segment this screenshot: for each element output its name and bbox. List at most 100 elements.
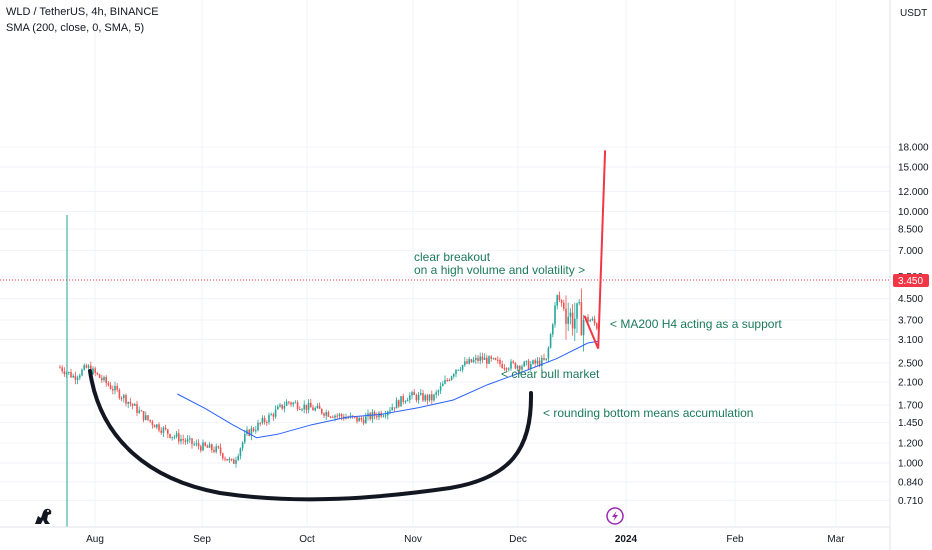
candle-body	[565, 308, 567, 324]
candle-body	[140, 410, 143, 412]
candle-body	[497, 359, 499, 361]
candle-body	[131, 403, 134, 406]
candle-body	[428, 394, 431, 401]
candle-body	[175, 433, 178, 437]
y-tick-label: 4.500	[898, 294, 923, 305]
candle-body	[541, 357, 543, 367]
candle-body	[171, 436, 173, 438]
candle-body	[237, 456, 239, 460]
candle-body	[83, 365, 85, 370]
candle-body	[151, 421, 154, 426]
candle-body	[96, 372, 99, 375]
candle-body	[318, 405, 321, 409]
annotation-breakout-line1: clear breakout	[414, 250, 491, 264]
candle-body	[543, 357, 545, 360]
candle-body	[422, 393, 424, 401]
candle-body	[356, 416, 358, 422]
candle-body	[195, 443, 198, 445]
candle-body	[74, 375, 77, 380]
candle-body	[87, 365, 90, 368]
candle-body	[76, 377, 79, 380]
candle-body	[417, 394, 420, 401]
candle-body	[556, 295, 558, 306]
candle-body	[332, 416, 334, 418]
candle-body	[92, 368, 94, 374]
y-tick-label: 1.700	[898, 401, 923, 412]
candle-body	[290, 402, 292, 405]
candle-body	[149, 419, 151, 422]
candle-body	[477, 357, 479, 361]
candle-body	[409, 395, 411, 401]
candle-body	[288, 401, 290, 403]
candle-body	[580, 302, 583, 336]
lightning-event-icon[interactable]	[606, 507, 624, 525]
candle-body	[389, 410, 391, 412]
candle-body	[215, 446, 217, 452]
candle-body	[184, 440, 187, 442]
candle-body	[301, 409, 303, 411]
candle-body	[193, 444, 195, 446]
candle-body	[373, 412, 376, 416]
candle-body	[596, 323, 598, 329]
candle-body	[268, 414, 270, 423]
candle-body	[549, 334, 552, 348]
y-tick-label: 18.000	[898, 143, 929, 154]
candle-body	[125, 395, 127, 404]
candle-body	[178, 433, 180, 442]
candle-body	[395, 400, 398, 409]
candle-body	[283, 405, 286, 409]
candle-body	[325, 412, 327, 416]
candle-body	[321, 408, 323, 414]
candle-body	[180, 438, 182, 442]
candle-body	[499, 360, 501, 364]
candle-body	[63, 371, 66, 375]
candle-body	[393, 407, 396, 409]
candle-body	[530, 363, 532, 369]
candle-body	[162, 427, 165, 433]
candle-body	[98, 374, 101, 378]
candle-body	[411, 392, 413, 396]
candle-body	[525, 360, 528, 362]
candle-body	[239, 448, 242, 457]
candle-body	[107, 383, 110, 386]
candle-body	[222, 453, 224, 459]
candle-body	[587, 316, 589, 322]
candle-body	[589, 319, 591, 322]
candle-body	[534, 360, 536, 364]
time-axis[interactable]: Aug Sep Oct Nov Dec 2024 Feb Mar	[86, 534, 845, 545]
candle-body	[523, 361, 525, 367]
candle-body	[554, 305, 556, 325]
candle-body	[490, 356, 492, 359]
price-axis[interactable]: 18.00015.00012.00010.0008.5007.0005.5004…	[898, 143, 929, 507]
candle-body	[112, 388, 114, 391]
candle-body	[145, 415, 147, 420]
candle-body	[263, 417, 266, 422]
chart-grid	[0, 0, 890, 527]
candle-body	[340, 414, 343, 417]
candle-body	[448, 380, 451, 382]
candle-body	[281, 404, 283, 409]
candle-body	[270, 414, 272, 416]
candle-body	[65, 372, 68, 375]
indicator-legend[interactable]: SMA (200, close, 0, SMA, 5)	[6, 22, 145, 34]
candle-body	[211, 444, 213, 450]
annotation-bull-market: < clear bull market	[501, 367, 600, 381]
candle-body	[307, 402, 310, 410]
candle-body	[538, 360, 541, 367]
candle-body	[266, 421, 268, 423]
candle-body	[437, 390, 440, 393]
candle-body	[494, 358, 497, 360]
y-tick-label: 3.700	[898, 316, 923, 327]
tradingview-dino-icon[interactable]	[35, 508, 52, 524]
candle-body	[167, 429, 169, 434]
candle-body	[252, 428, 255, 431]
candle-body	[455, 369, 457, 375]
y-tick-label: 0.840	[898, 478, 923, 489]
candle-body	[323, 413, 325, 416]
candle-body	[72, 375, 74, 378]
candle-body	[272, 414, 275, 417]
candle-body	[142, 411, 145, 420]
candle-body	[365, 416, 367, 424]
symbol-title[interactable]: WLD / TetherUS, 4h, BINANCE	[6, 6, 159, 18]
